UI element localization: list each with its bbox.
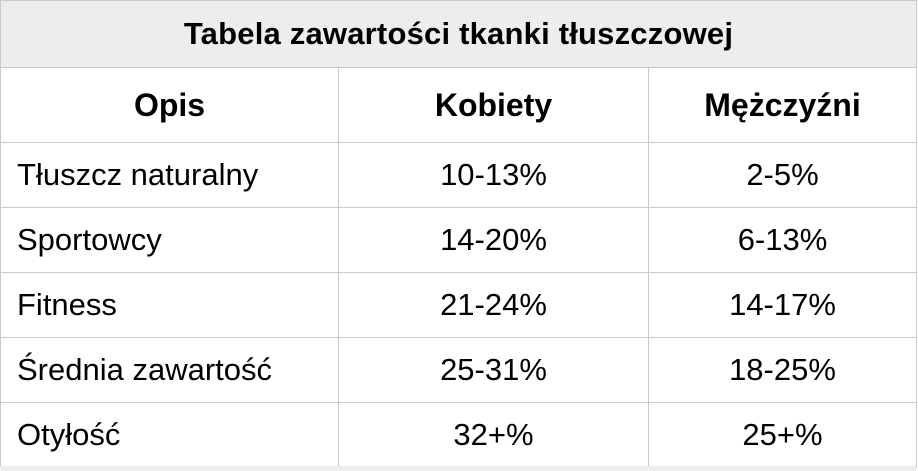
header-description[interactable]: Opis [0, 67, 339, 143]
cell-women[interactable]: 14-20% [338, 207, 649, 273]
cell-men[interactable]: 6-13% [648, 207, 917, 273]
cell-men[interactable]: 2-5% [648, 142, 917, 208]
table-header-row: Opis Kobiety Mężczyźni [0, 67, 917, 143]
next-row-edge [0, 466, 916, 471]
cell-women[interactable]: 21-24% [338, 272, 649, 338]
table-row: Fitness 21-24% 14-17% [0, 272, 917, 338]
table-row: Średnia zawartość 25-31% 18-25% [0, 337, 917, 403]
cell-women[interactable]: 10-13% [338, 142, 649, 208]
table-title[interactable]: Tabela zawartości tkanki tłuszczowej [0, 0, 917, 68]
cell-women[interactable]: 25-31% [338, 337, 649, 403]
table-title-row: Tabela zawartości tkanki tłuszczowej [0, 0, 917, 68]
cell-men[interactable]: 18-25% [648, 337, 917, 403]
cell-description[interactable]: Otyłość [0, 402, 339, 468]
cell-description[interactable]: Sportowcy [0, 207, 339, 273]
cell-women[interactable]: 32+% [338, 402, 649, 468]
cell-men[interactable]: 14-17% [648, 272, 917, 338]
header-women[interactable]: Kobiety [338, 67, 649, 143]
table-row: Otyłość 32+% 25+% [0, 402, 917, 468]
cell-description[interactable]: Fitness [0, 272, 339, 338]
cell-description[interactable]: Tłuszcz naturalny [0, 142, 339, 208]
cell-description[interactable]: Średnia zawartość [0, 337, 339, 403]
table-row: Sportowcy 14-20% 6-13% [0, 207, 917, 273]
header-men[interactable]: Mężczyźni [648, 67, 917, 143]
table-row: Tłuszcz naturalny 10-13% 2-5% [0, 142, 917, 208]
cell-men[interactable]: 25+% [648, 402, 917, 468]
